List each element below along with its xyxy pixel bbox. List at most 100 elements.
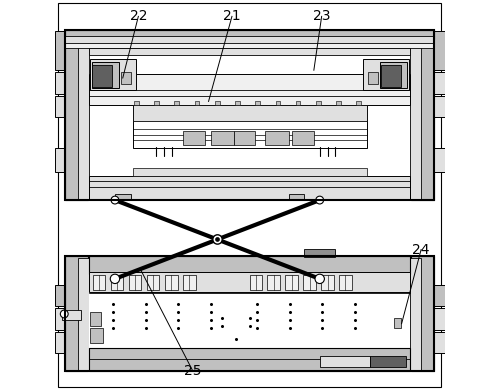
Bar (304, 249, 335, 257)
Bar (410, 258, 421, 371)
Text: 22: 22 (130, 9, 147, 23)
Bar (65, 36, 434, 44)
Bar (89, 48, 410, 55)
Bar (111, 275, 123, 290)
Bar (54, 31, 65, 70)
Bar (133, 105, 366, 121)
Bar (195, 101, 200, 105)
Bar (54, 96, 65, 117)
Circle shape (315, 274, 324, 284)
Bar (78, 32, 89, 200)
Bar (381, 65, 401, 87)
Bar (434, 332, 445, 353)
Circle shape (60, 310, 68, 318)
Bar (411, 256, 434, 371)
Bar (90, 58, 136, 90)
Bar (183, 131, 205, 145)
Bar (62, 310, 81, 320)
Bar (129, 275, 141, 290)
Bar (89, 48, 410, 200)
Circle shape (111, 196, 119, 204)
Circle shape (316, 196, 323, 204)
Bar (234, 131, 255, 145)
Bar (434, 308, 445, 330)
Bar (434, 285, 445, 306)
Bar (296, 101, 300, 105)
Bar (90, 312, 101, 326)
Bar (434, 96, 445, 117)
Bar (165, 275, 178, 290)
Bar (434, 148, 445, 172)
Bar (65, 256, 434, 371)
Circle shape (111, 275, 119, 283)
Bar (134, 101, 139, 105)
Bar (133, 105, 366, 148)
Text: 24: 24 (412, 243, 430, 257)
Bar (54, 72, 65, 94)
Bar (380, 62, 408, 88)
Text: 21: 21 (223, 9, 241, 23)
Bar (121, 72, 131, 84)
Bar (89, 74, 410, 105)
Bar (303, 275, 316, 290)
Bar (235, 101, 240, 105)
Bar (288, 194, 304, 200)
Bar (89, 348, 410, 371)
Text: 23: 23 (313, 9, 330, 23)
Bar (255, 101, 260, 105)
Bar (65, 30, 434, 200)
Bar (54, 332, 65, 353)
Bar (91, 62, 119, 88)
Bar (339, 275, 352, 290)
Bar (434, 72, 445, 94)
Bar (89, 176, 410, 200)
Bar (65, 256, 88, 371)
Bar (410, 32, 421, 200)
Bar (183, 275, 196, 290)
Bar (89, 292, 410, 348)
Bar (285, 275, 298, 290)
Bar (92, 65, 112, 87)
Bar (368, 72, 378, 84)
Circle shape (316, 275, 323, 283)
Bar (411, 30, 434, 200)
Bar (250, 275, 262, 290)
Bar (133, 168, 366, 176)
Bar (215, 101, 220, 105)
Bar (115, 194, 131, 200)
Bar (336, 101, 341, 105)
Bar (93, 275, 105, 290)
Bar (356, 101, 361, 105)
Circle shape (213, 235, 222, 244)
Bar (78, 258, 89, 371)
Bar (320, 356, 370, 367)
Bar (89, 256, 410, 274)
Bar (65, 256, 434, 371)
Bar (89, 272, 410, 292)
Bar (265, 131, 288, 145)
Bar (434, 31, 445, 70)
Text: 25: 25 (184, 364, 202, 378)
Bar (54, 308, 65, 330)
Bar (65, 30, 434, 39)
Bar (394, 318, 401, 328)
Bar (321, 275, 334, 290)
Bar (370, 356, 406, 367)
Bar (275, 101, 280, 105)
Bar (65, 30, 434, 200)
Bar (54, 285, 65, 306)
Bar (147, 275, 160, 290)
Bar (267, 275, 280, 290)
Bar (292, 131, 314, 145)
Bar (65, 43, 434, 48)
Bar (211, 131, 234, 145)
Bar (90, 328, 103, 343)
Bar (175, 101, 179, 105)
Circle shape (110, 274, 120, 284)
Bar (154, 101, 159, 105)
Circle shape (216, 238, 220, 241)
Bar (54, 148, 65, 172)
Bar (363, 58, 409, 90)
Bar (65, 30, 88, 200)
Bar (316, 101, 321, 105)
